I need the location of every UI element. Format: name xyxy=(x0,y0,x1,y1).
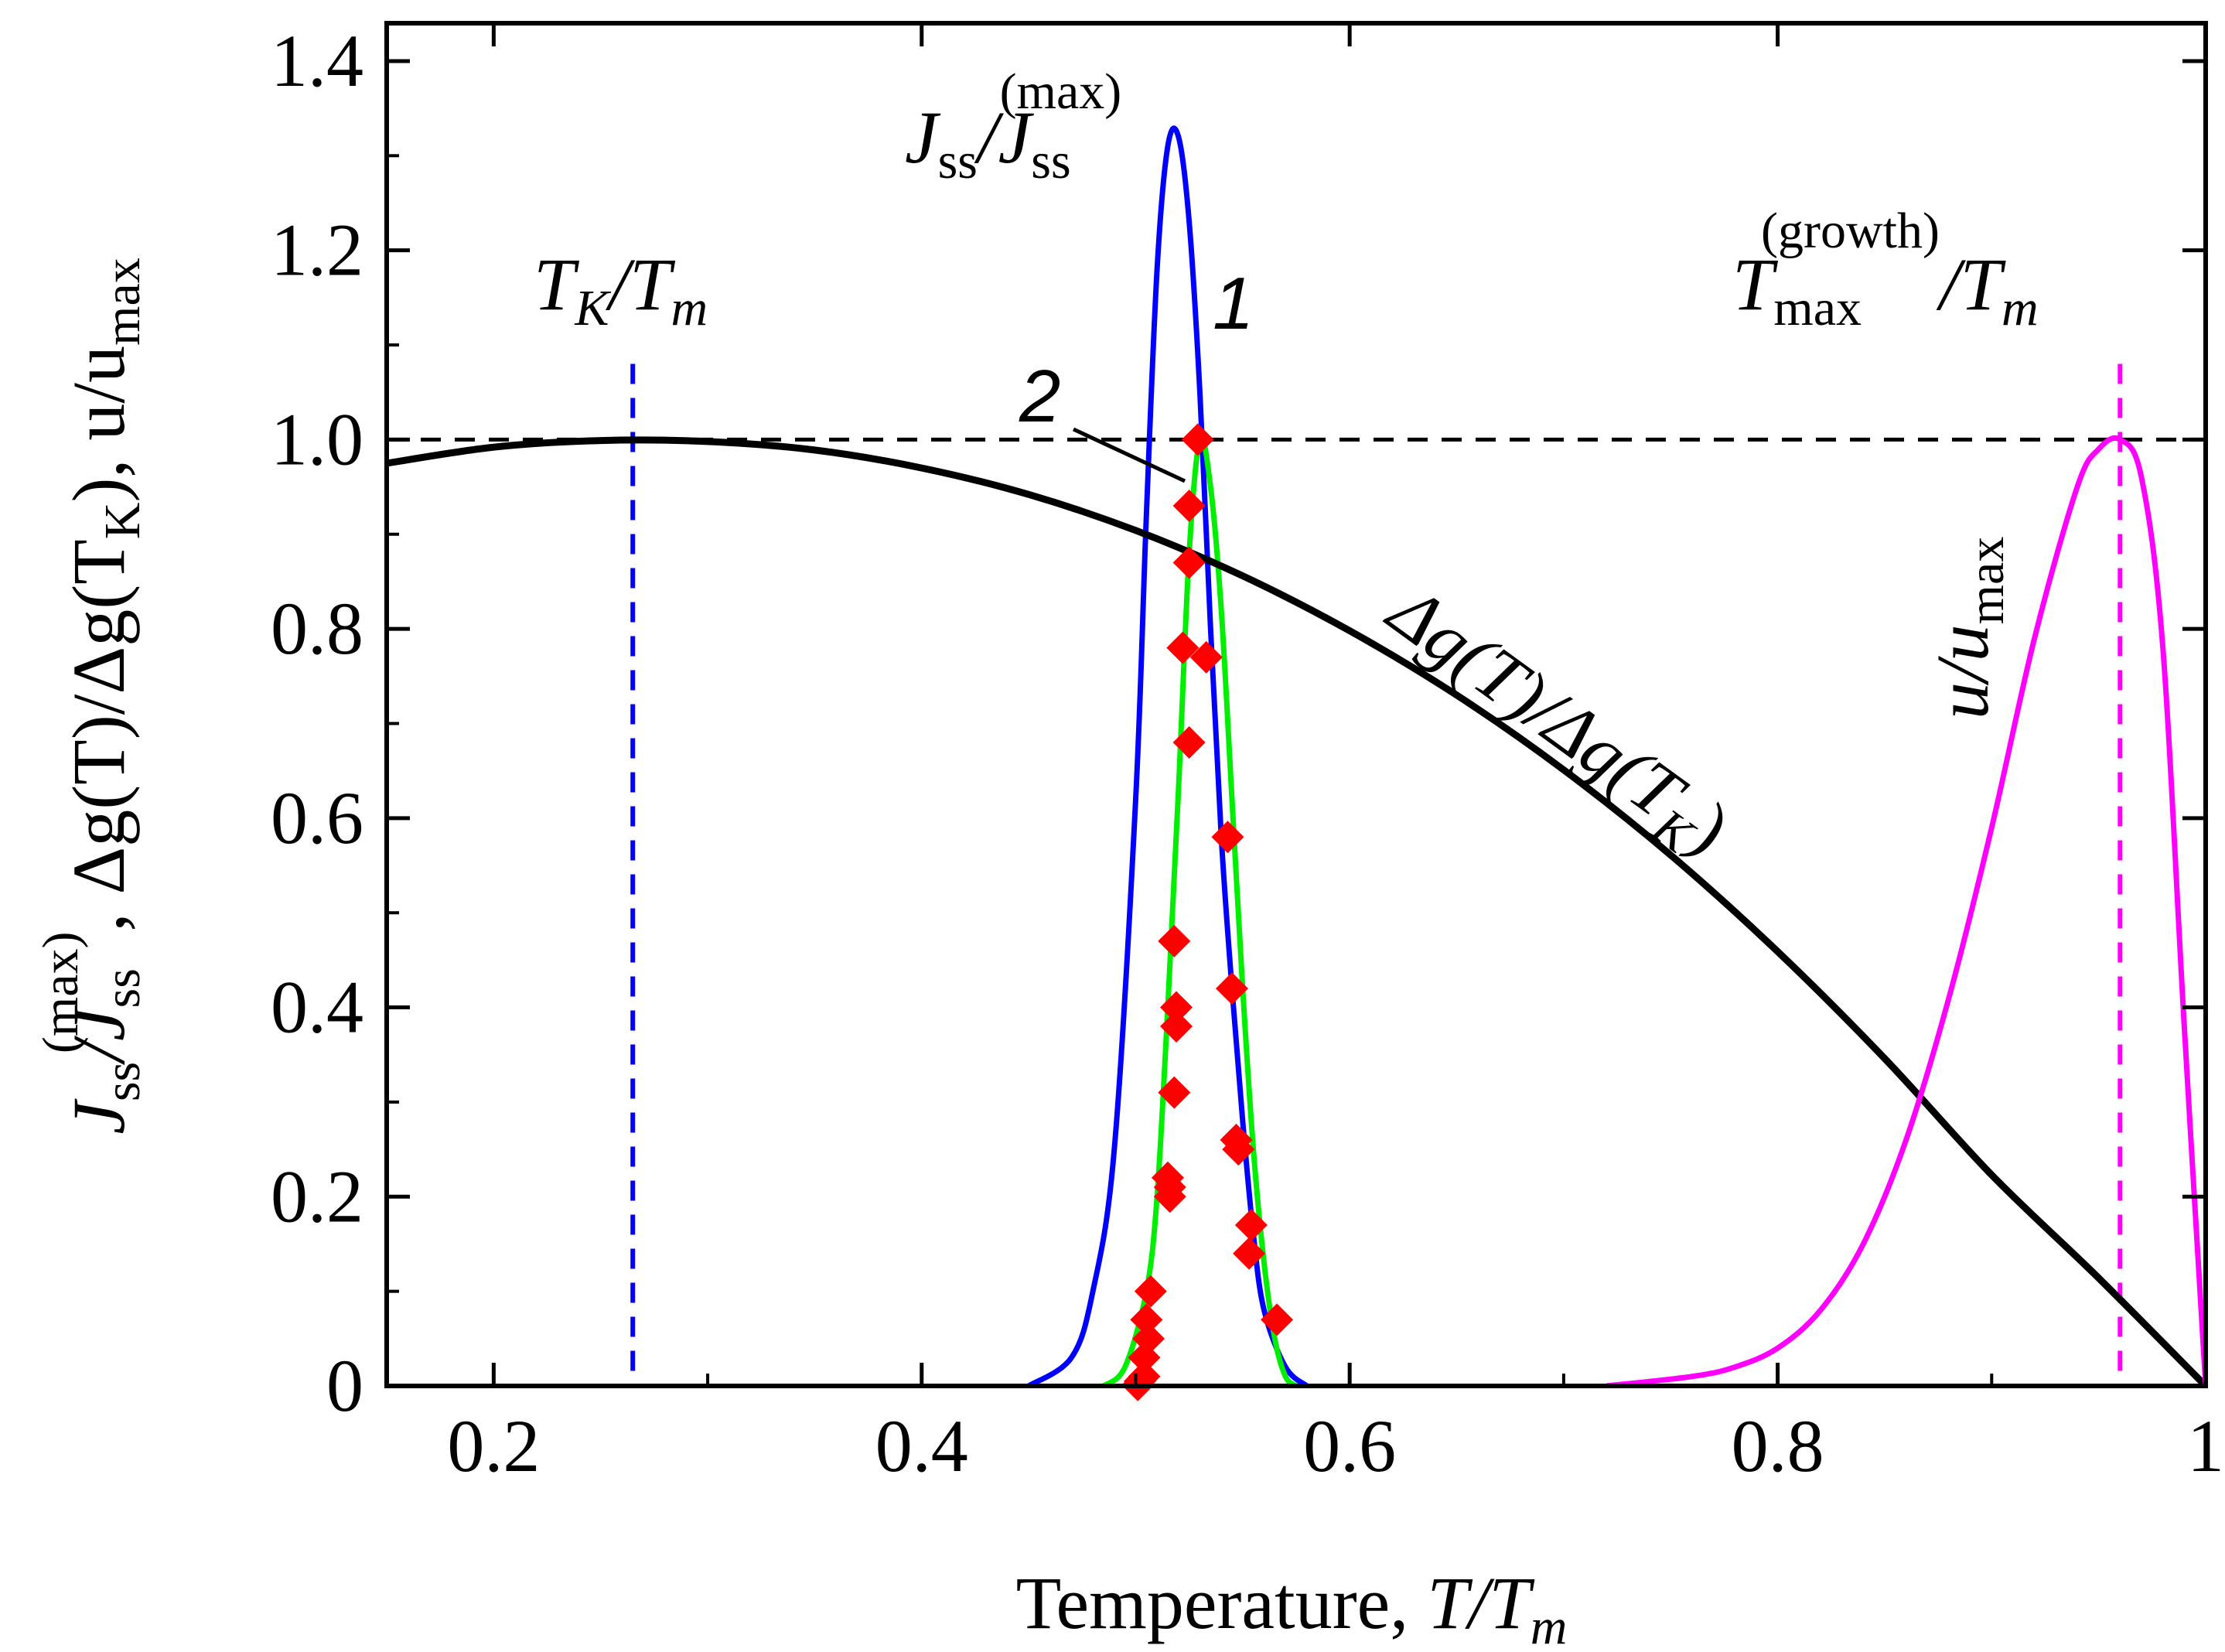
series-delta-g xyxy=(387,436,2206,1386)
axis-tick-labels: 0.2 0.4 0.6 0.8 1 0 0.2 0.4 0.6 0.8 1.0 1.2 1.4 xyxy=(271,19,2224,1487)
reference-lines xyxy=(387,364,2206,1386)
data-point-diamond xyxy=(1189,640,1223,674)
data-point-diamond xyxy=(1160,1010,1193,1043)
data-point-diamond xyxy=(1134,1275,1167,1308)
data-point-diamond xyxy=(1222,1133,1255,1166)
dg-curve-label: Δg(T)/Δg(TK) xyxy=(1366,567,1745,878)
data-point-diamond xyxy=(1181,423,1214,456)
data-point-diamond xyxy=(1160,991,1193,1024)
curve-1-label: 1 xyxy=(1213,262,1254,345)
y-tick-label: 0.2 xyxy=(271,1155,363,1237)
y-tick-label: 0.8 xyxy=(271,587,363,670)
u-curve-label: u/umax xyxy=(1921,537,2015,719)
y-tick-label: 1.0 xyxy=(271,398,363,480)
series-u-umax xyxy=(1606,435,2206,1386)
y-tick-label: 1.4 xyxy=(271,19,363,102)
data-point-diamond xyxy=(1172,490,1206,523)
series-lines xyxy=(387,125,2206,1386)
curve-2-pointer xyxy=(1072,427,1186,483)
data-point-diamond xyxy=(1234,1208,1268,1241)
plot-frame xyxy=(384,21,2208,1388)
data-point-diamond xyxy=(1158,1076,1191,1109)
tmax-growth-label: Tmax(growth)/Tm xyxy=(1732,203,2039,336)
y-tick-label: 0.6 xyxy=(271,777,363,859)
x-tick-label: 0.4 xyxy=(875,1405,968,1487)
axis-ticks xyxy=(387,23,2208,1388)
data-point-diamond xyxy=(1130,1303,1163,1336)
scatter-points xyxy=(1121,423,1294,1401)
y-axis-title: Jss/Jss(max), Δg(T)/Δg(TK), u/umax xyxy=(32,258,151,1135)
y-tick-label: 0 xyxy=(326,1344,363,1427)
x-tick-label: 0.2 xyxy=(447,1405,540,1487)
series-jss-curve-1 xyxy=(1027,125,1309,1386)
data-point-diamond xyxy=(1172,546,1206,579)
x-tick-label: 0.8 xyxy=(1732,1405,1824,1487)
x-tick-label: 0.6 xyxy=(1303,1405,1396,1487)
x-axis-title: Temperature, T/Tm xyxy=(1016,1562,1568,1652)
data-point-diamond xyxy=(1233,1237,1266,1270)
curve-2-label: 2 xyxy=(1019,355,1060,438)
y-tick-label: 0.4 xyxy=(271,966,363,1049)
tk-label: TK/Tm xyxy=(534,243,708,336)
x-tick-label: 1 xyxy=(2187,1405,2224,1487)
data-point-diamond xyxy=(1211,821,1244,854)
data-point-diamond xyxy=(1128,1341,1161,1374)
data-point-diamond xyxy=(1153,1180,1186,1213)
data-point-diamond xyxy=(1172,725,1206,759)
y-tick-label: 1.2 xyxy=(271,209,363,292)
data-point-diamond xyxy=(1261,1303,1294,1336)
jss-curve-label: Jss/Jss(max) xyxy=(905,63,1121,189)
data-point-diamond xyxy=(1158,924,1191,957)
data-point-diamond xyxy=(1215,972,1248,1005)
data-point-diamond xyxy=(1166,631,1200,664)
